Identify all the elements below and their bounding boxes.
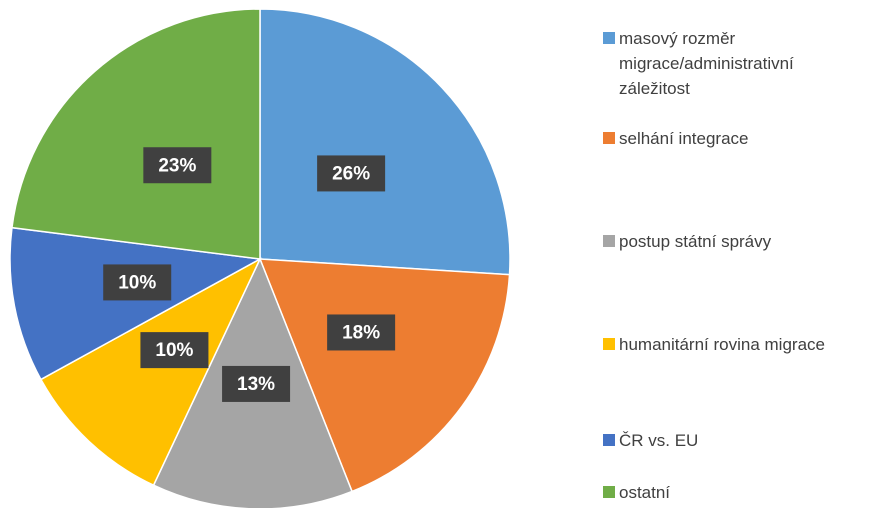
data-label: 26%: [332, 163, 370, 184]
legend-item: ČR vs. EU: [603, 428, 873, 453]
data-label: 23%: [158, 155, 196, 176]
label-box: [140, 332, 209, 369]
legend-item: postup státní správy: [603, 229, 873, 254]
pie-slice: [258, 258, 511, 493]
label-box: [143, 147, 212, 184]
pie-slice: [9, 226, 263, 381]
legend-item: ostatní: [603, 480, 873, 505]
legend-label: selhání integrace: [619, 129, 749, 148]
label-box: [103, 264, 172, 301]
pie-slice: [11, 8, 261, 260]
legend-label: postup státní správy: [619, 232, 772, 251]
data-label: 13%: [237, 374, 275, 395]
legend-swatch: [603, 434, 615, 446]
pie-slice: [39, 257, 262, 487]
legend-label: ostatní: [619, 483, 671, 502]
pie-slice: [259, 8, 511, 276]
legend-item: selhání integrace: [603, 126, 873, 151]
legend-label: ČR vs. EU: [619, 431, 699, 450]
legend-label: humanitární rovina migrace: [619, 335, 825, 354]
legend-item: humanitární rovina migrace: [603, 332, 873, 357]
data-label: 10%: [155, 340, 193, 361]
legend-swatch: [603, 338, 615, 350]
legend-swatch: [603, 486, 615, 498]
legend-swatch: [603, 32, 615, 44]
label-box: [327, 314, 396, 351]
legend-swatch: [603, 235, 615, 247]
legend-swatch: [603, 132, 615, 144]
label-box: [222, 365, 291, 402]
data-label: 18%: [342, 322, 380, 343]
legend-item: masový rozměr migrace/administrativní zá…: [603, 26, 873, 101]
pie: 26% 18% 13% 10% 10% 23%: [9, 8, 511, 508]
label-box: [317, 155, 386, 192]
legend-label: masový rozměr migrace/administrativní zá…: [619, 29, 794, 98]
data-label: 10%: [118, 272, 156, 293]
